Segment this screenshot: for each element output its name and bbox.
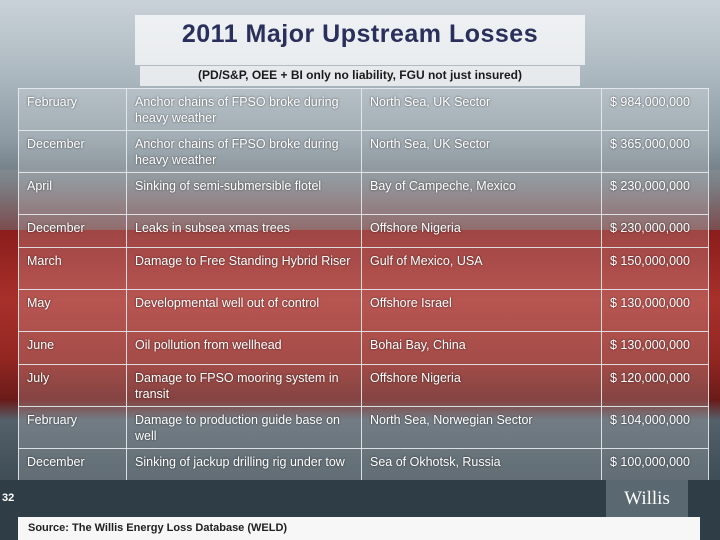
description-cell: Anchor chains of FPSO broke during heavy…	[126, 130, 362, 173]
subtitle-bar	[140, 66, 580, 86]
location-cell: Offshore Israel	[361, 289, 602, 332]
amount-cell: $ 150,000,000	[601, 247, 709, 290]
amount-cell: $ 230,000,000	[601, 172, 709, 215]
table-row: July Damage to FPSO mooring system in tr…	[18, 364, 709, 407]
title-bar	[135, 15, 585, 65]
losses-table: February Anchor chains of FPSO broke dur…	[18, 88, 709, 491]
location-cell: Offshore Nigeria	[361, 364, 602, 407]
table-row: December Anchor chains of FPSO broke dur…	[18, 130, 709, 173]
location-cell: Offshore Nigeria	[361, 214, 602, 248]
amount-cell: $ 365,000,000	[601, 130, 709, 173]
location-cell: Bay of Campeche, Mexico	[361, 172, 602, 215]
location-cell: North Sea, UK Sector	[361, 88, 602, 131]
page-number: 32	[2, 492, 15, 504]
amount-cell: $ 120,000,000	[601, 364, 709, 407]
location-cell: North Sea, Norwegian Sector	[361, 406, 602, 449]
location-cell: Gulf of Mexico, USA	[361, 247, 602, 290]
description-cell: Sinking of semi-submersible flotel	[126, 172, 362, 215]
amount-cell: $ 984,000,000	[601, 88, 709, 131]
description-cell: Leaks in subsea xmas trees	[126, 214, 362, 248]
month-cell: June	[18, 331, 127, 365]
location-cell: North Sea, UK Sector	[361, 130, 602, 173]
amount-cell: $ 130,000,000	[601, 331, 709, 365]
month-cell: May	[18, 289, 127, 332]
table-row: December Leaks in subsea xmas trees Offs…	[18, 214, 709, 248]
amount-cell: $ 130,000,000	[601, 289, 709, 332]
source-band	[18, 517, 700, 540]
description-cell: Oil pollution from wellhead	[126, 331, 362, 365]
table-row: February Anchor chains of FPSO broke dur…	[18, 88, 709, 131]
description-cell: Damage to FPSO mooring system in transit	[126, 364, 362, 407]
description-cell: Damage to production guide base on well	[126, 406, 362, 449]
page-subtitle: (PD/S&P, OEE + BI only no liability, FGU…	[198, 68, 522, 82]
month-cell: July	[18, 364, 127, 407]
table-row: June Oil pollution from wellhead Bohai B…	[18, 331, 709, 365]
month-cell: February	[18, 88, 127, 131]
month-cell: February	[18, 406, 127, 449]
month-cell: April	[18, 172, 127, 215]
month-cell: March	[18, 247, 127, 290]
month-cell: December	[18, 214, 127, 248]
description-cell: Damage to Free Standing Hybrid Riser	[126, 247, 362, 290]
table-row: April Sinking of semi-submersible flotel…	[18, 172, 709, 215]
description-cell: Anchor chains of FPSO broke during heavy…	[126, 88, 362, 131]
source-note: Source: The Willis Energy Loss Database …	[28, 522, 288, 534]
table-row: February Damage to production guide base…	[18, 406, 709, 449]
amount-cell: $ 230,000,000	[601, 214, 709, 248]
willis-logo: Willis	[606, 480, 688, 518]
table-row: March Damage to Free Standing Hybrid Ris…	[18, 247, 709, 290]
location-cell: Bohai Bay, China	[361, 331, 602, 365]
amount-cell: $ 104,000,000	[601, 406, 709, 449]
page-title: 2011 Major Upstream Losses	[181, 20, 539, 48]
month-cell: December	[18, 130, 127, 173]
table-row: May Developmental well out of control Of…	[18, 289, 709, 332]
description-cell: Developmental well out of control	[126, 289, 362, 332]
